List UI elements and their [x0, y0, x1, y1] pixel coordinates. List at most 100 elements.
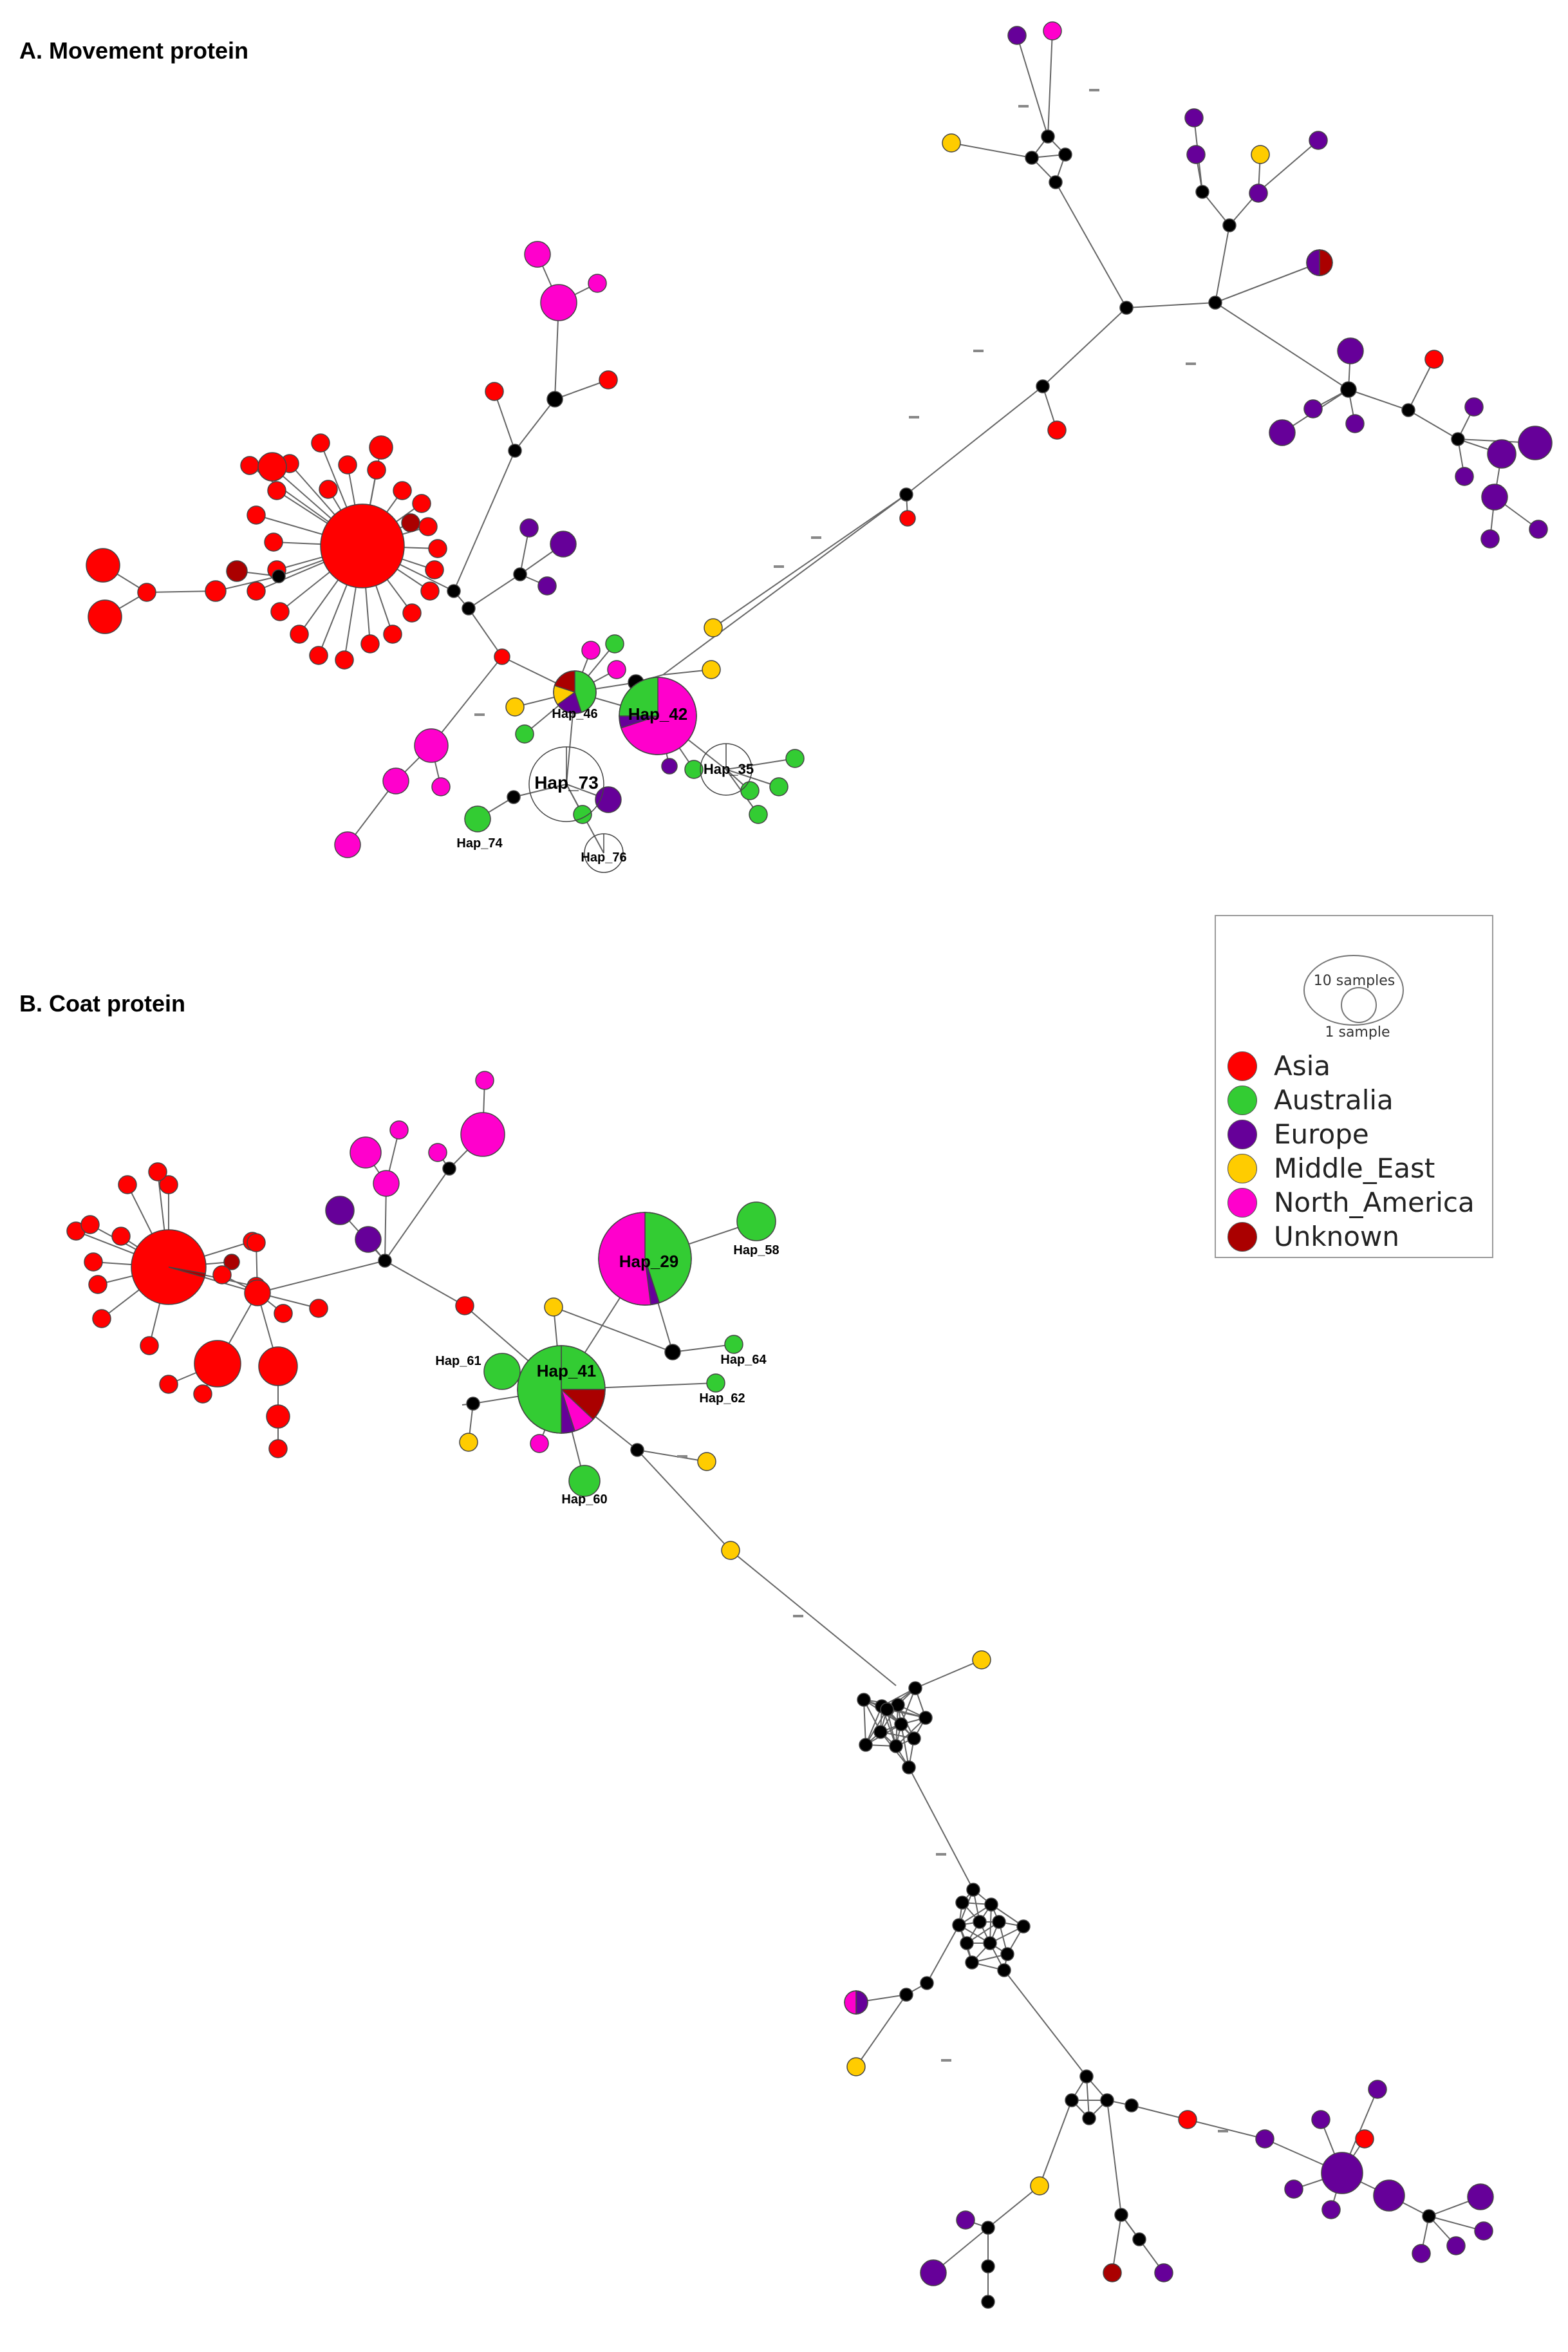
legend-swatch-europe — [1227, 1119, 1257, 1149]
haplotype-node — [1368, 2080, 1387, 2099]
haplotype-node — [459, 1433, 478, 1452]
network-edge — [1126, 302, 1216, 308]
haplotype-label: Hap_42 — [628, 704, 688, 724]
haplotype-node — [702, 660, 721, 679]
haplotype-node — [1154, 2263, 1173, 2282]
haplotype-pie-outline — [700, 743, 752, 796]
haplotype-node — [595, 786, 622, 813]
haplotype-node — [785, 749, 805, 768]
haplotype-node — [325, 1196, 355, 1225]
haplotype-node — [244, 1279, 271, 1306]
median-vector-node — [664, 1344, 681, 1360]
median-vector-node — [1000, 1947, 1014, 1961]
median-vector-node — [919, 1711, 933, 1725]
haplotype-node — [223, 1254, 240, 1270]
haplotype-label: Hap_76 — [581, 851, 626, 865]
haplotype-node — [749, 805, 768, 824]
median-vector-node — [907, 1731, 921, 1745]
legend-item-australia: Australia — [1227, 1083, 1475, 1117]
haplotype-node — [530, 1434, 549, 1453]
haplotype-node — [355, 1226, 382, 1253]
network-edge — [146, 590, 216, 593]
legend-swatch-australia — [1227, 1085, 1257, 1115]
legend-swatch-north-america — [1227, 1187, 1257, 1218]
haplotype-node — [661, 758, 678, 775]
median-vector-node — [983, 1936, 997, 1950]
haplotype-pie-outline — [517, 1345, 606, 1434]
haplotype-node — [88, 599, 122, 634]
haplotype-pie-outline — [584, 833, 624, 873]
haplotype-node — [1345, 414, 1365, 433]
network-edge — [865, 1706, 882, 1745]
legend-item-north-america: North_America — [1227, 1185, 1475, 1219]
network-edge — [1408, 409, 1459, 440]
haplotype-node — [84, 1252, 103, 1272]
haplotype-node — [338, 455, 357, 475]
median-vector-node — [1340, 381, 1357, 398]
haplotype-node — [704, 618, 723, 637]
haplotype-node — [193, 1384, 212, 1404]
haplotype-node — [588, 274, 607, 293]
median-vector-node — [1222, 218, 1237, 232]
network-edge — [257, 1260, 386, 1294]
haplotype-node — [515, 724, 534, 744]
haplotype-node — [1030, 2176, 1049, 2196]
median-vector-node — [889, 1739, 903, 1753]
network-edge — [514, 399, 555, 451]
haplotype-node — [1178, 2110, 1197, 2129]
haplotype-node — [240, 456, 259, 475]
median-vector-node — [1025, 151, 1039, 165]
legend-list: Asia Australia Europe Middle_East North_… — [1227, 1049, 1475, 1254]
median-vector-node — [973, 1915, 987, 1929]
haplotype-node — [1529, 520, 1548, 539]
median-vector-node — [630, 1443, 644, 1457]
haplotype-node — [389, 1120, 409, 1140]
network-edge — [901, 1724, 910, 1768]
haplotype-label: Hap_58 — [733, 1243, 779, 1257]
haplotype-node — [1184, 108, 1204, 127]
network-edge — [1047, 30, 1053, 137]
median-vector-node — [873, 1725, 888, 1739]
haplotype-pie-outline — [528, 746, 604, 822]
haplotype-pie-outline — [844, 1990, 868, 2015]
median-vector-node — [513, 567, 527, 581]
network-edge — [855, 1994, 907, 2067]
haplotype-node — [257, 452, 287, 482]
haplotype-node — [740, 781, 760, 800]
haplotype-node — [736, 1201, 776, 1241]
haplotype-node — [309, 646, 328, 665]
median-vector-node — [1082, 2111, 1096, 2125]
haplotype-node — [1311, 2110, 1330, 2129]
network-edge — [1003, 1970, 1087, 2077]
legend-label-asia: Asia — [1274, 1050, 1331, 1082]
network-edge — [1131, 2105, 1188, 2120]
haplotype-label: Hap_64 — [720, 1353, 767, 1367]
network-edge — [672, 1344, 734, 1353]
median-vector-node — [859, 1738, 873, 1752]
haplotype-node — [159, 1375, 178, 1394]
haplotype-label: Hap_74 — [456, 836, 503, 851]
haplotype-node — [268, 1439, 288, 1458]
haplotype-node — [205, 580, 227, 602]
haplotype-node — [367, 460, 386, 480]
haplotype-label: Hap_46 — [552, 707, 597, 721]
median-vector-node — [447, 584, 461, 598]
legend-label-europe: Europe — [1274, 1118, 1369, 1150]
network-edge — [553, 1306, 673, 1353]
haplotype-node — [425, 560, 444, 579]
haplotype-node — [846, 2057, 866, 2076]
haplotype-node — [428, 1143, 447, 1162]
haplotype-node — [1474, 2221, 1493, 2241]
median-vector-node — [1058, 147, 1072, 162]
haplotype-node — [1480, 529, 1500, 549]
haplotype-pie-slice — [168, 1266, 206, 1278]
haplotype-node — [1007, 26, 1027, 45]
haplotype-node — [267, 481, 286, 500]
median-vector-node — [1132, 2232, 1146, 2246]
mutation-tick — [973, 350, 984, 352]
network-edge — [1348, 389, 1409, 411]
legend-label-unknown: Unknown — [1274, 1221, 1399, 1252]
haplotype-node — [428, 539, 447, 558]
haplotype-pie-slice — [855, 1990, 868, 2015]
